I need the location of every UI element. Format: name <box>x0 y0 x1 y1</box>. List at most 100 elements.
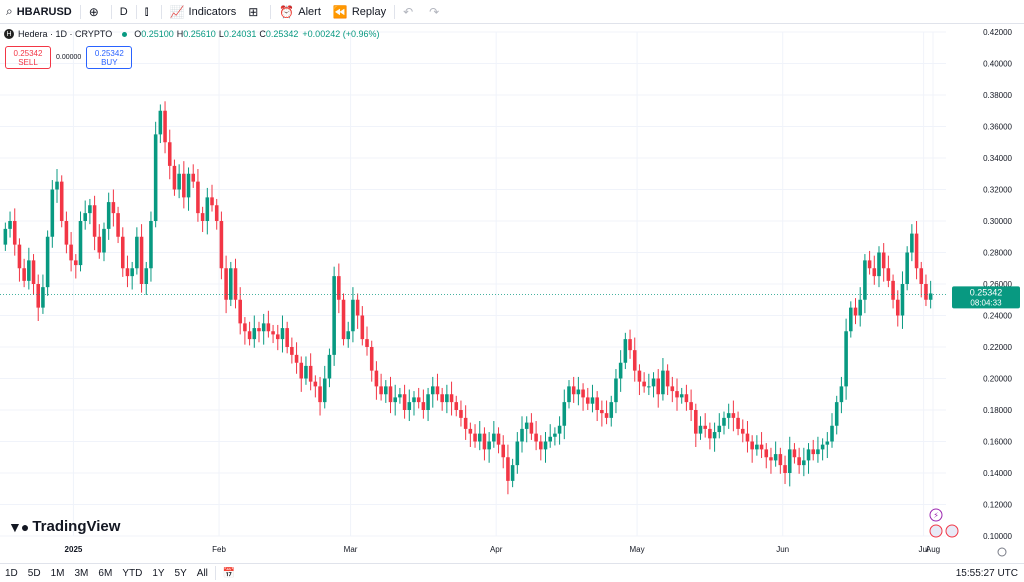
candle-body <box>149 221 153 269</box>
candle-body <box>238 299 242 324</box>
candle-body <box>27 260 31 281</box>
timeframe-ytd[interactable]: YTD <box>122 567 143 579</box>
candle-body <box>337 276 341 300</box>
utc-clock[interactable]: 15:55:27 UTC <box>955 567 1018 579</box>
undo-icon: ↶ <box>403 4 414 19</box>
candle-body <box>576 389 581 395</box>
candle-body <box>905 252 909 284</box>
candle-body <box>623 339 628 363</box>
candle-body <box>675 391 679 398</box>
open-label: O <box>134 29 142 39</box>
candle-body <box>797 457 801 466</box>
candle-body <box>318 386 322 403</box>
toolbar-divider <box>160 4 162 19</box>
candle-body <box>736 417 740 429</box>
timeframe-all[interactable]: All <box>196 567 208 579</box>
toolbar-divider <box>214 566 216 580</box>
bottom-toolbar: 1D 5D 1M 3M 6M YTD 1Y 5Y All 📅 15:55:27 … <box>0 563 1024 582</box>
y-tick-label: 0.24000 <box>983 312 1012 321</box>
lightning-event-icon[interactable] <box>929 508 943 522</box>
order-panel: 0.25342 SELL 0.00000 0.25342 BUY <box>5 46 133 69</box>
y-tick-label: 0.42000 <box>983 28 1012 37</box>
us-flag-event-icon[interactable] <box>945 524 959 538</box>
candle-body <box>402 394 407 410</box>
toolbar-divider <box>394 4 396 19</box>
candle-body <box>928 293 933 300</box>
candle-body <box>369 347 374 371</box>
candle-body <box>17 244 22 269</box>
candle-body <box>426 394 430 410</box>
candle-body <box>398 394 402 398</box>
us-flag-event-icon[interactable] <box>929 524 943 538</box>
candle-body <box>219 221 224 269</box>
sell-label: SELL <box>18 57 38 67</box>
layouts-button[interactable]: ⊞ <box>242 0 268 23</box>
candle-body <box>341 299 346 340</box>
symbol-search[interactable]: ⌕ HBARUSD <box>0 0 78 23</box>
candle-body <box>322 378 327 403</box>
market-status-dot <box>122 31 128 37</box>
candle-body <box>632 350 637 371</box>
candle-body <box>830 425 834 442</box>
price-axis[interactable]: 0.10000 0.12000 0.14000 0.16000 0.18000 0.200… <box>983 28 1012 541</box>
settings-gear-icon[interactable] <box>997 547 1007 557</box>
candles-icon: ⫾ <box>144 4 149 18</box>
redo-icon: ↷ <box>429 4 440 19</box>
candle-body <box>863 260 867 300</box>
price-chart[interactable]: 0.10000 0.12000 0.14000 0.16000 0.18000 0.200… <box>0 24 1024 563</box>
candle-body <box>618 362 623 379</box>
candle-body <box>153 134 158 221</box>
x-tick-label: Jun <box>776 545 789 554</box>
candle-body <box>684 394 689 403</box>
timeframe-5y[interactable]: 5Y <box>174 567 187 579</box>
candle-body <box>534 433 538 442</box>
timeframe-5d[interactable]: 5D <box>27 567 41 579</box>
redo-button[interactable]: ↷ <box>423 0 449 23</box>
buy-label: BUY <box>101 57 118 67</box>
replay-button[interactable]: ⏪ Replay <box>327 0 392 23</box>
candle-body <box>510 465 515 481</box>
candle-body <box>200 213 205 221</box>
candle-body <box>22 268 26 281</box>
candle-body <box>440 394 444 403</box>
brand-name: TradingView <box>32 518 121 535</box>
timeframe-6m[interactable]: 6M <box>98 567 113 579</box>
candle-body <box>595 397 599 410</box>
chart-type-button[interactable]: ⫾ <box>139 0 159 23</box>
candle-body <box>172 165 177 190</box>
timeframe-1d[interactable]: 1D <box>5 567 18 579</box>
candle-body <box>853 307 858 316</box>
candle-body <box>271 331 275 335</box>
candle-body <box>811 449 816 455</box>
candle-body <box>792 449 797 458</box>
indicators-button[interactable]: 📈 Indicators <box>164 0 243 23</box>
tradingview-logo[interactable]: ▼● TradingView <box>8 518 120 535</box>
date-range-button[interactable]: 📅 <box>218 568 240 579</box>
low-label: L <box>218 29 224 39</box>
candle-body <box>3 228 8 245</box>
candle-body <box>449 394 454 403</box>
undo-button[interactable]: ↶ <box>397 0 423 23</box>
alert-button[interactable]: ⏰ Alert <box>273 0 327 23</box>
candle-body <box>473 433 477 442</box>
candle-body <box>41 287 45 308</box>
candle-body <box>496 433 501 445</box>
candle-body <box>163 110 167 143</box>
candle-body <box>416 397 421 403</box>
timeframe-1y[interactable]: 1Y <box>152 567 165 579</box>
event-markers[interactable]: ⚡ <box>929 508 1007 557</box>
candle-body <box>656 378 661 395</box>
symbol-title: Hedera · 1D · CRYPTO <box>18 29 113 39</box>
interval-button[interactable]: D <box>114 0 134 23</box>
compare-button[interactable]: ⊕ <box>83 0 109 23</box>
timeframe-3m[interactable]: 3M <box>74 567 89 579</box>
candle-body <box>604 413 609 418</box>
timeframe-1m[interactable]: 1M <box>50 567 65 579</box>
candle-body <box>299 362 304 379</box>
buy-button[interactable]: 0.25342 BUY <box>86 46 133 69</box>
candle-body <box>388 386 393 403</box>
candle-body <box>55 181 59 190</box>
grid-lines <box>0 31 946 537</box>
sell-button[interactable]: 0.25342 SELL <box>5 46 51 69</box>
